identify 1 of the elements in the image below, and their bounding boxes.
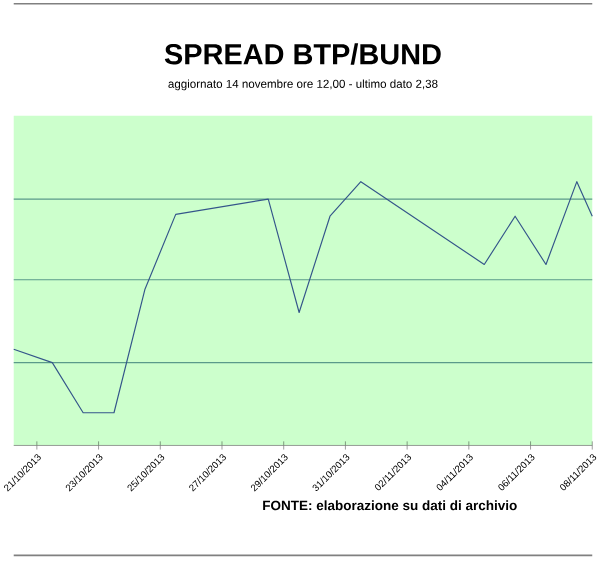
- chart-title: SPREAD BTP/BUND: [164, 42, 441, 65]
